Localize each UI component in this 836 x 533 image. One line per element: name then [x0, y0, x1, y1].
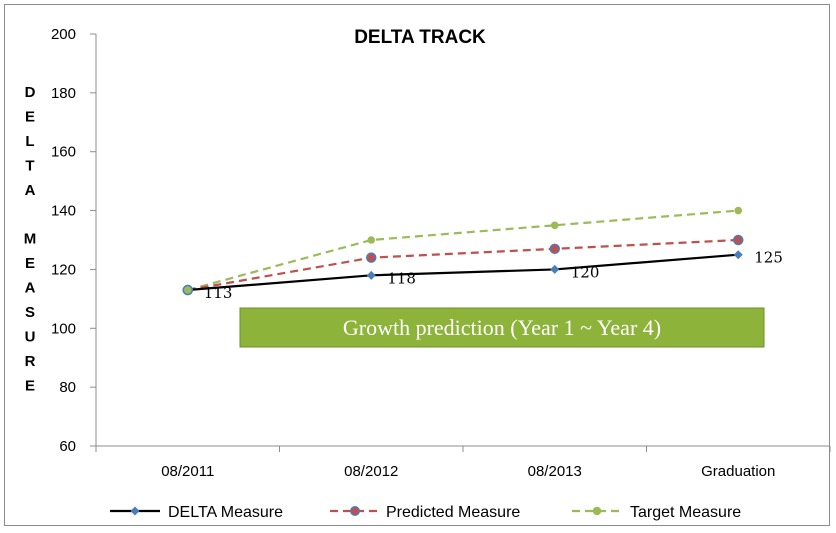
x-tick-label: 08/2012 — [344, 463, 398, 480]
y-axis-label-letter: E — [25, 378, 35, 395]
y-tick-labels: 60 80 100 120 140 160 180 200 — [51, 26, 76, 455]
x-tick-label: Graduation — [701, 463, 775, 480]
data-point — [367, 236, 376, 244]
data-label: 118 — [387, 269, 416, 287]
axes — [90, 33, 831, 452]
y-axis-label-letter: E — [25, 109, 35, 126]
y-tick-label: 100 — [51, 320, 76, 337]
series-line — [187, 253, 739, 292]
data-label: 113 — [204, 284, 233, 302]
y-axis-label-letter: A — [25, 280, 36, 297]
data-point — [366, 252, 377, 263]
y-axis-label-letter: A — [25, 182, 36, 199]
y-tick-label: 60 — [59, 438, 76, 455]
series-line — [187, 209, 739, 292]
y-axis-label-letter: S — [25, 304, 35, 321]
y-axis-label-letter: R — [25, 353, 36, 370]
y-tick-label: 180 — [51, 85, 76, 102]
series-layer: 113 118 120 125 — [182, 206, 783, 302]
legend: DELTA Measure Predicted Measure Target Mea… — [110, 504, 741, 521]
y-axis-label-letter: D — [25, 84, 36, 101]
data-point — [550, 264, 560, 274]
y-axis-label-letter: T — [25, 158, 34, 175]
x-tick-labels: 08/2011 08/2012 08/2013 Graduation — [161, 463, 775, 480]
y-tick-label: 140 — [51, 203, 76, 220]
annotation-banner: Growth prediction (Year 1 ~ Year 4) — [239, 307, 765, 348]
legend-marker — [592, 506, 602, 516]
y-axis-label-letter: L — [25, 133, 34, 150]
annotation-text: Growth prediction (Year 1 ~ Year 4) — [343, 315, 661, 340]
legend-label: Target Measure — [630, 504, 741, 521]
data-point — [734, 206, 743, 215]
legend-marker — [350, 506, 360, 516]
series-line — [187, 238, 739, 292]
x-tick-label: 08/2013 — [528, 463, 582, 480]
legend-marker — [130, 506, 140, 516]
data-point — [550, 221, 559, 230]
data-label: 120 — [571, 263, 600, 281]
legend-label: Predicted Measure — [386, 504, 520, 521]
data-point — [733, 250, 743, 260]
y-tick-label: 120 — [51, 261, 76, 278]
y-tick-label: 200 — [51, 26, 76, 43]
y-axis-label-letter: U — [25, 329, 36, 346]
chart-frame — [4, 4, 830, 526]
data-label: 125 — [754, 249, 783, 267]
x-tick-label: 08/2011 — [161, 463, 214, 480]
annotation-box — [239, 307, 765, 348]
y-tick-label: 80 — [59, 379, 76, 396]
y-axis-label-letter: M — [24, 231, 37, 248]
data-point — [733, 234, 744, 246]
data-point — [366, 270, 376, 280]
data-point — [549, 243, 560, 255]
legend-label: DELTA Measure — [168, 504, 283, 521]
y-tick-label: 160 — [51, 144, 76, 161]
data-point — [182, 284, 193, 296]
y-axis-label-letter: E — [25, 255, 35, 272]
chart-title: DELTA TRACK — [354, 27, 486, 48]
